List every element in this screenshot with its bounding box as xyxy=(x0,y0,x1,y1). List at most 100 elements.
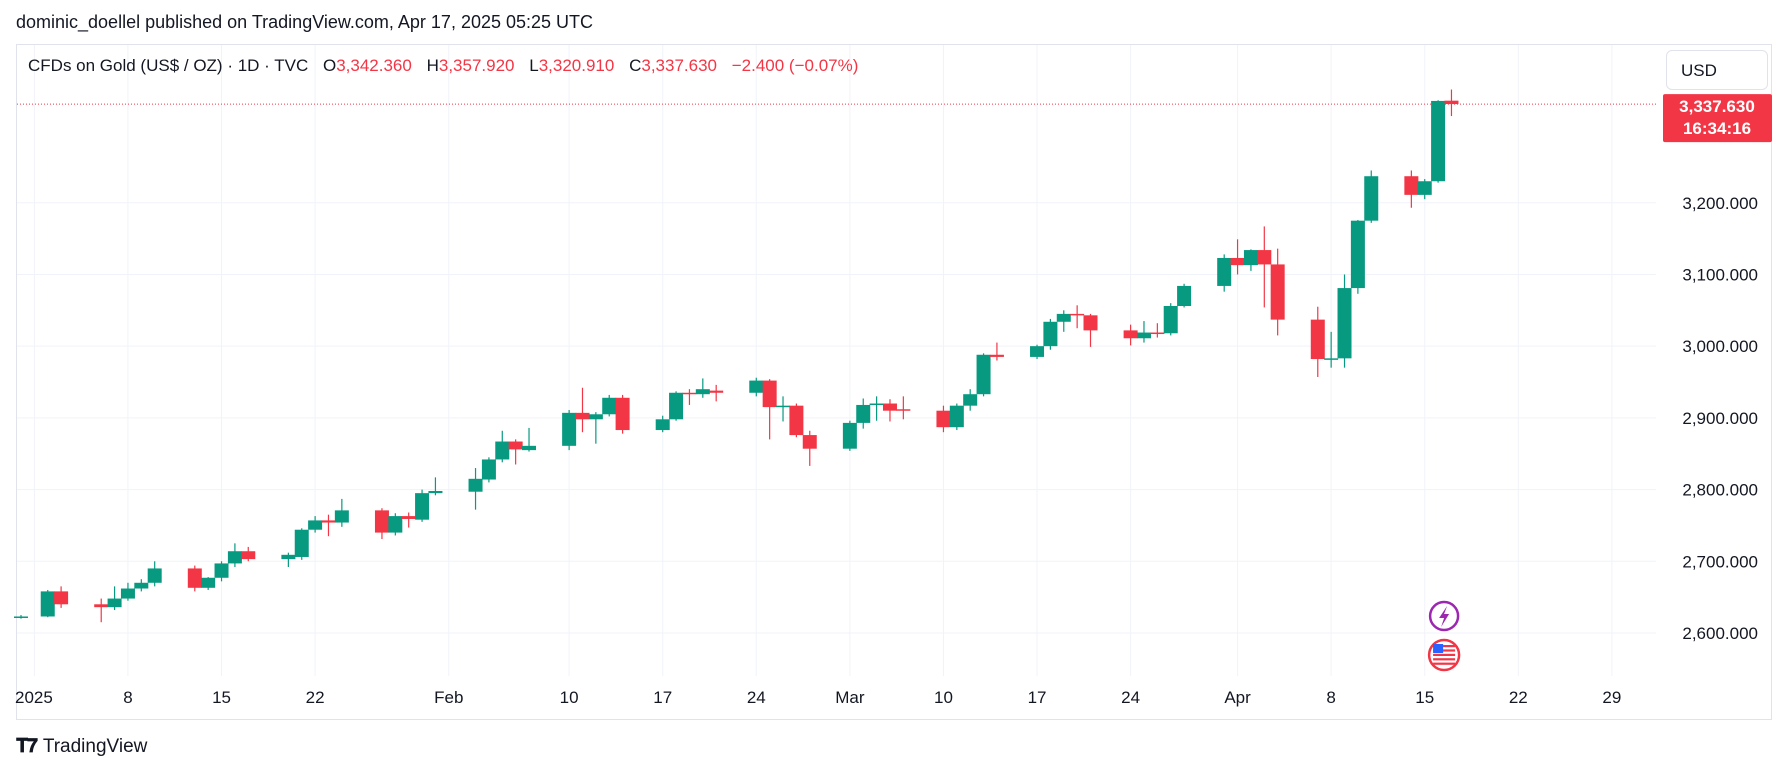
candle xyxy=(1243,249,1258,271)
candle xyxy=(1364,170,1379,223)
candle-body xyxy=(856,404,871,423)
candle-body xyxy=(949,405,964,428)
candle-body xyxy=(187,568,202,588)
candle-body xyxy=(1270,264,1285,320)
ohlc-legend: CFDs on Gold (US$ / OZ) · 1D · TVC O3,34… xyxy=(28,56,858,76)
candle-body xyxy=(709,390,724,393)
candle xyxy=(1431,100,1446,183)
candle-body xyxy=(1417,181,1432,195)
candle-body xyxy=(522,445,537,451)
candle xyxy=(1270,248,1285,336)
candle xyxy=(776,396,791,422)
candle-body xyxy=(1230,257,1245,266)
time-tick-label: 15 xyxy=(1415,688,1434,707)
candle xyxy=(682,389,697,405)
candle xyxy=(147,561,162,587)
high-value: 3,357.920 xyxy=(438,56,515,75)
candle xyxy=(1150,323,1165,338)
time-axis: 2025 8 15 22 Feb 10 17 24 Mar 10 17 24 Apr 8 15 22 29 xyxy=(15,688,1621,707)
candle xyxy=(602,394,617,417)
candle-body xyxy=(896,409,911,411)
candle-body xyxy=(415,493,430,520)
candle-body xyxy=(468,478,483,492)
publisher-line: dominic_doellel published on TradingView… xyxy=(16,12,594,32)
candle xyxy=(308,516,323,533)
symbol-description: CFDs on Gold (US$ / OZ) · 1D · TVC xyxy=(28,56,309,75)
candle-body xyxy=(882,403,897,411)
candle-body xyxy=(936,410,951,428)
candle-body xyxy=(575,412,590,420)
candle xyxy=(562,409,577,451)
candle xyxy=(227,543,242,568)
time-tick-label: 8 xyxy=(123,688,132,707)
candle xyxy=(201,577,216,590)
candle xyxy=(94,598,109,623)
candle xyxy=(1257,226,1272,308)
candle xyxy=(495,430,510,463)
candle-body xyxy=(134,582,149,589)
candle xyxy=(1404,170,1419,208)
candle xyxy=(468,468,483,510)
candle xyxy=(107,586,122,611)
candle xyxy=(401,512,416,528)
candle-body xyxy=(1043,321,1058,347)
candle xyxy=(374,508,389,540)
open-value: 3,342.360 xyxy=(336,56,412,75)
footer-brand: 𝐓𝟕 TradingView xyxy=(16,736,147,758)
candle-body xyxy=(1350,220,1365,289)
candle xyxy=(936,405,951,433)
candle-body xyxy=(1123,330,1138,339)
candle xyxy=(949,403,964,431)
candle-body xyxy=(227,551,242,564)
candle xyxy=(749,377,764,397)
close-label: C xyxy=(629,56,642,75)
tradingview-logo-icon: 𝐓𝟕 xyxy=(16,736,38,757)
candle-body xyxy=(1310,319,1325,360)
price-tick-label: 3,000.000 xyxy=(1682,337,1758,356)
candle xyxy=(40,589,55,618)
candle-body xyxy=(40,591,55,617)
last-price-tag-countdown: 16:34:16 xyxy=(1683,119,1751,138)
open-label: O xyxy=(322,56,337,75)
candle-body xyxy=(214,563,229,578)
candle xyxy=(842,420,857,451)
time-tick-label: Apr xyxy=(1224,688,1251,707)
candle xyxy=(388,513,403,536)
price-tick-label: 2,900.000 xyxy=(1682,409,1758,428)
candles xyxy=(14,89,1459,623)
candle-body xyxy=(1056,313,1071,322)
currency-button[interactable]: USD xyxy=(1666,50,1768,90)
chart-grid xyxy=(17,45,1656,676)
candle-body xyxy=(107,598,122,608)
candle xyxy=(54,586,69,608)
candle-body xyxy=(1030,346,1045,357)
candle-body xyxy=(374,510,389,533)
candle-body xyxy=(120,588,135,599)
candle xyxy=(415,489,430,522)
candle xyxy=(294,528,309,560)
last-price-tag-price: 3,337.630 xyxy=(1679,97,1755,116)
candle xyxy=(989,342,1004,361)
candle-body xyxy=(976,354,991,395)
candle-body xyxy=(428,491,443,494)
event-icons xyxy=(1427,600,1461,672)
candle xyxy=(1417,179,1432,200)
last-price-tag: 3,337.630 16:34:16 xyxy=(1663,94,1772,143)
candle xyxy=(428,477,443,496)
candle xyxy=(789,403,804,438)
candle xyxy=(1350,219,1365,294)
candle xyxy=(669,391,684,421)
candle-body xyxy=(802,435,817,449)
candle xyxy=(120,582,135,601)
candle xyxy=(695,378,710,398)
candle xyxy=(1324,331,1339,368)
candle-body xyxy=(1444,100,1459,105)
candle xyxy=(588,412,603,444)
candle xyxy=(709,384,724,402)
time-tick-label: 2025 xyxy=(15,688,53,707)
candle xyxy=(1083,313,1098,347)
candle-body xyxy=(481,459,496,480)
candle-body xyxy=(147,568,162,583)
price-tick-label: 2,600.000 xyxy=(1682,624,1758,643)
